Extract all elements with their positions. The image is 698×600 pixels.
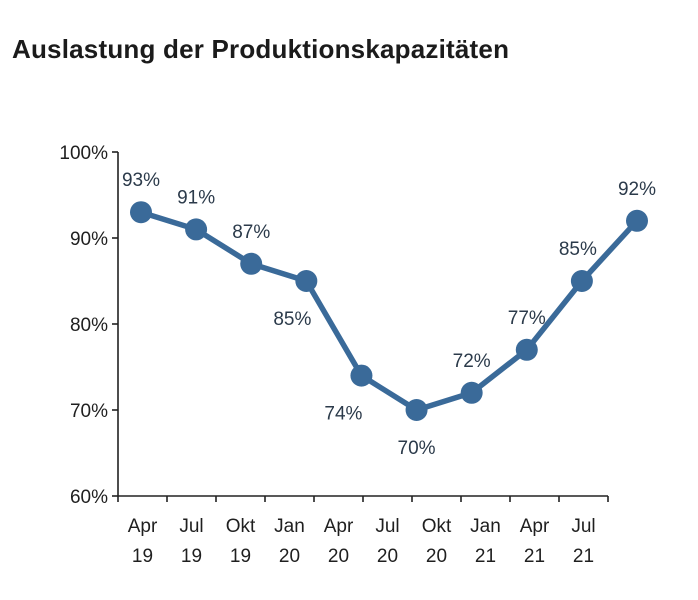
- series: [130, 201, 648, 421]
- x-tick-label-year: 21: [573, 546, 594, 567]
- data-label: 85%: [559, 239, 597, 260]
- data-point: [405, 399, 428, 421]
- x-tick-label: Okt: [422, 516, 452, 537]
- x-tick-label: Jul: [179, 516, 203, 537]
- y-axis-ticks: 60% 70% 80% 90% 100%: [59, 143, 118, 508]
- x-axis-ticks: Apr 19 Jul 19 Okt 19 Jan 20 Apr 20 Jul 20 Okt 20 Jan 21…: [117, 496, 609, 567]
- x-tick-label: Apr: [520, 516, 550, 537]
- y-tick-label: 70%: [70, 401, 108, 422]
- data-label: 92%: [618, 179, 656, 200]
- data-label: 87%: [232, 222, 270, 243]
- data-label: 85%: [273, 309, 311, 330]
- x-tick-label: Apr: [128, 516, 158, 537]
- y-tick-label: 80%: [70, 315, 108, 336]
- data-point: [460, 381, 483, 404]
- data-point: [295, 270, 318, 292]
- x-tick-label: Apr: [324, 516, 354, 537]
- y-tick-label: 100%: [59, 143, 108, 164]
- x-tick-label-year: 19: [230, 546, 251, 567]
- data-label: 91%: [177, 187, 215, 208]
- data-point: [515, 338, 538, 361]
- data-point: [240, 252, 263, 275]
- y-tick-label: 90%: [70, 229, 108, 250]
- x-tick-label: Jan: [470, 516, 501, 537]
- data-label: 74%: [324, 404, 362, 425]
- data-point: [570, 270, 593, 292]
- data-label: 77%: [508, 308, 546, 329]
- data-labels: 93% 91% 87% 85% 74% 70% 72% 77% 85% 92%: [122, 170, 656, 459]
- x-tick-label: Jul: [571, 516, 595, 537]
- data-label: 93%: [122, 170, 160, 191]
- y-tick-label: 60%: [70, 487, 108, 508]
- x-tick-label-year: 20: [279, 546, 300, 567]
- x-tick-label-year: 20: [328, 546, 349, 567]
- data-point: [185, 218, 208, 241]
- x-tick-label-year: 20: [426, 546, 447, 567]
- data-point: [130, 201, 152, 224]
- series-line: [138, 209, 640, 413]
- data-label: 72%: [453, 351, 491, 372]
- chart-title: Auslastung der Produktionskapazitäten: [12, 34, 510, 64]
- x-tick-label-year: 19: [132, 546, 153, 567]
- x-tick-label: Jul: [375, 516, 399, 537]
- data-point: [350, 364, 373, 387]
- data-label: 70%: [398, 438, 436, 459]
- x-tick-label-year: 21: [524, 546, 545, 567]
- x-tick-label: Jan: [274, 516, 305, 537]
- data-point: [626, 209, 648, 232]
- x-tick-label-year: 19: [181, 546, 202, 567]
- x-tick-label-year: 20: [377, 546, 398, 567]
- x-tick-label-year: 21: [475, 546, 496, 567]
- x-tick-label: Okt: [226, 516, 256, 537]
